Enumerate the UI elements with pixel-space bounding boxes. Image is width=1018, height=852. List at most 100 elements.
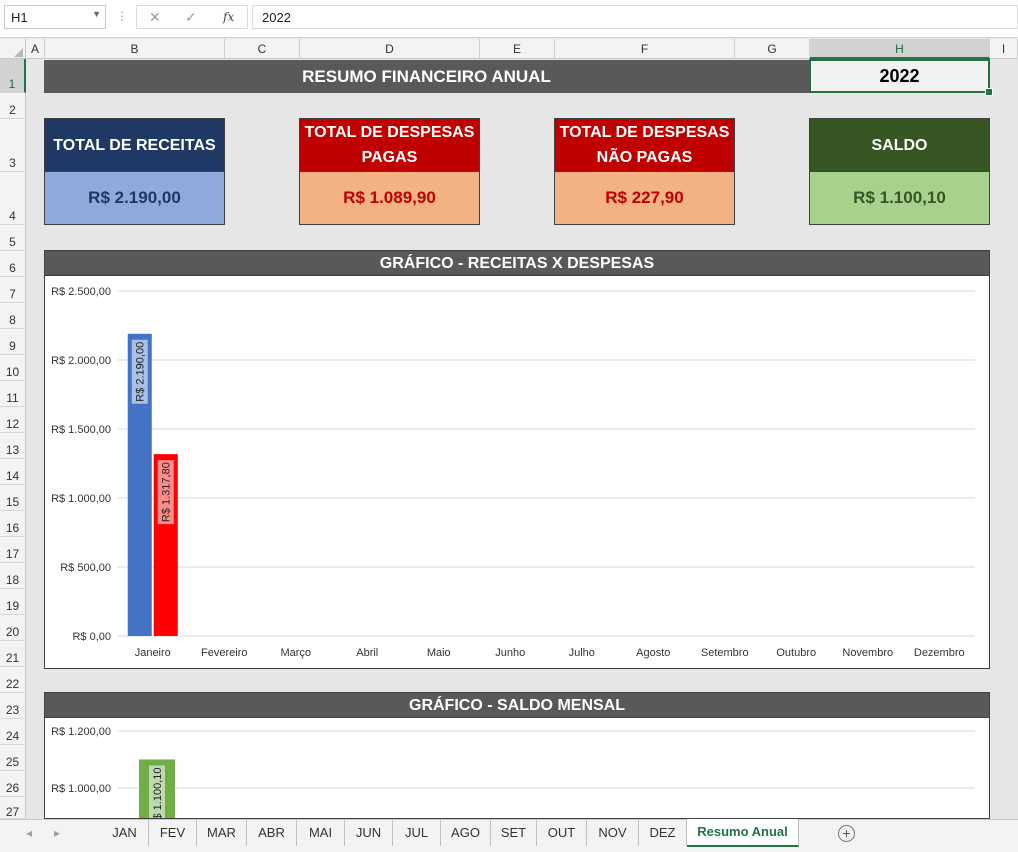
name-box[interactable]: H1 ▼ [4,5,106,29]
row-header[interactable]: 23 [0,693,26,719]
row-header[interactable]: 27 [0,797,26,819]
page-title[interactable]: RESUMO FINANCEIRO ANUAL [44,60,809,93]
formula-actions: ✕ ✓ fx [136,5,248,29]
formula-input[interactable]: 2022 [252,5,1018,29]
enter-icon[interactable]: ✓ [185,9,197,25]
data-label-bg [157,460,174,525]
year-cell[interactable]: 2022 [809,59,993,96]
chart-saldo-mensal[interactable]: R$ 1.000,00 R$ 1.200,00 R$ 1.100,10 [44,718,990,852]
chart-saldo-mensal-svg: R$ 1.000,00 R$ 1.200,00 R$ 1.100,10 [51,726,975,852]
card-header[interactable]: SALDO [810,119,989,172]
sheet-tab-resumo-anual[interactable]: Resumo Anual [687,819,799,847]
row-header[interactable]: 13 [0,433,26,459]
row-header[interactable]: 22 [0,667,26,693]
select-all-button[interactable] [0,39,26,59]
chart-receitas-despesas[interactable]: R$ 0,00 R$ 500,00 R$ 1.000,00 R$ 1.500,00 R$… [44,276,990,669]
card-header[interactable]: TOTAL DE DESPESAS PAGAS [300,119,479,172]
card-value[interactable]: R$ 2.190,00 [45,172,224,224]
card-value[interactable]: R$ 1.089,90 [300,172,479,224]
data-label-bg [131,339,148,404]
card-value[interactable]: R$ 1.100,10 [810,172,989,224]
row-header[interactable]: 25 [0,745,26,771]
row-header[interactable]: 9 [0,329,26,355]
row-header[interactable]: 26 [0,771,26,797]
sheet-tab-fev[interactable]: FEV [149,820,197,846]
column-header-h[interactable]: H [810,39,990,59]
x-tick-label: Outubro [776,647,816,659]
x-tick-label: Julho [569,647,595,659]
chevron-down-icon[interactable]: ▼ [92,9,101,19]
row-header[interactable]: 12 [0,407,26,433]
row-header[interactable]: 16 [0,511,26,537]
card-label: PAGAS [361,149,418,166]
row-header[interactable]: 20 [0,615,26,641]
card-value[interactable]: R$ 227,90 [555,172,734,224]
x-tick-label: Agosto [636,647,670,659]
row-header[interactable]: 8 [0,303,26,329]
sheet-tab-nov[interactable]: NOV [587,820,639,846]
row-header[interactable]: 1 [0,59,26,93]
sheet-tab-jun[interactable]: JUN [345,820,393,846]
x-tick-label: Abril [356,647,378,659]
y-tick-label: R$ 1.000,00 [51,783,111,795]
row-header[interactable]: 7 [0,277,26,303]
row-header[interactable]: 6 [0,251,26,277]
sheet-tab-jul[interactable]: JUL [393,820,441,846]
data-label-bg [149,765,165,836]
chart-receitas-despesas-svg: R$ 0,00 R$ 500,00 R$ 1.000,00 R$ 1.500,00 R$… [51,286,975,659]
sheet-tab-out[interactable]: OUT [537,820,587,846]
column-header-i[interactable]: I [990,39,1018,59]
card-total-despesas-nao-pagas: TOTAL DE DESPESAS NÃO PAGAS R$ 227,90 [554,118,735,225]
insert-function-icon[interactable]: fx [223,10,235,24]
row-header[interactable]: 17 [0,537,26,563]
card-header[interactable]: TOTAL DE DESPESAS NÃO PAGAS [555,119,734,172]
sheet-tab-jan[interactable]: JAN [101,820,149,846]
cancel-icon[interactable]: ✕ [149,9,161,25]
row-header[interactable]: 5 [0,225,26,251]
add-sheet-icon[interactable]: + [838,825,855,842]
column-header-c[interactable]: C [225,39,300,59]
row-header[interactable]: 3 [0,119,26,172]
row-header[interactable]: 24 [0,719,26,745]
row-header[interactable]: 2 [0,93,26,119]
row-header[interactable]: 15 [0,485,26,511]
row-header[interactable]: 21 [0,641,26,667]
row-header[interactable]: 4 [0,172,26,225]
row-header[interactable]: 19 [0,589,26,615]
column-headers: A B C D E F G H I [0,39,1018,59]
column-header-f[interactable]: F [555,39,735,59]
x-tick-label: Janeiro [135,647,171,659]
card-label: SALDO [871,136,928,154]
row-header[interactable]: 10 [0,355,26,381]
tab-scroll-left-icon[interactable]: ◂ [26,826,33,840]
column-header-b[interactable]: B [45,39,225,59]
x-tick-label: Fevereiro [201,647,247,659]
more-options-icon[interactable]: ⋮ [116,9,128,23]
sheet-tab-mar[interactable]: MAR [197,820,247,846]
column-header-d[interactable]: D [300,39,480,59]
sheet-tab-abr[interactable]: ABR [247,820,297,846]
card-header[interactable]: TOTAL DE RECEITAS [45,119,224,172]
chart-title-receitas-despesas[interactable]: GRÁFICO - RECEITAS X DESPESAS [44,250,990,276]
column-header-g[interactable]: G [735,39,810,59]
sheet-tab-mai[interactable]: MAI [297,820,345,846]
row-header[interactable]: 18 [0,563,26,589]
chart-title-saldo-mensal[interactable]: GRÁFICO - SALDO MENSAL [44,692,990,718]
sheet-tab-set[interactable]: SET [491,820,537,846]
y-tick-label: R$ 1.000,00 [51,493,111,505]
sheet-tab-ago[interactable]: AGO [441,820,491,846]
x-tick-label: Novembro [842,647,893,659]
data-label: R$ 1.100,10 [152,768,164,818]
card-label: TOTAL DE RECEITAS [53,136,216,154]
x-tick-label: Maio [427,647,451,659]
column-header-e[interactable]: E [480,39,555,59]
data-label: R$ 1.317,80 [161,462,173,522]
sheet-tab-dez[interactable]: DEZ [639,820,687,846]
row-header[interactable]: 11 [0,381,26,407]
name-box-value: H1 [11,10,28,25]
column-header-a[interactable]: A [26,39,45,59]
row-header[interactable]: 14 [0,459,26,485]
formula-bar: H1 ▼ ⋮ ✕ ✓ fx 2022 [0,0,1018,38]
tab-scroll-right-icon[interactable]: ▸ [54,826,61,840]
